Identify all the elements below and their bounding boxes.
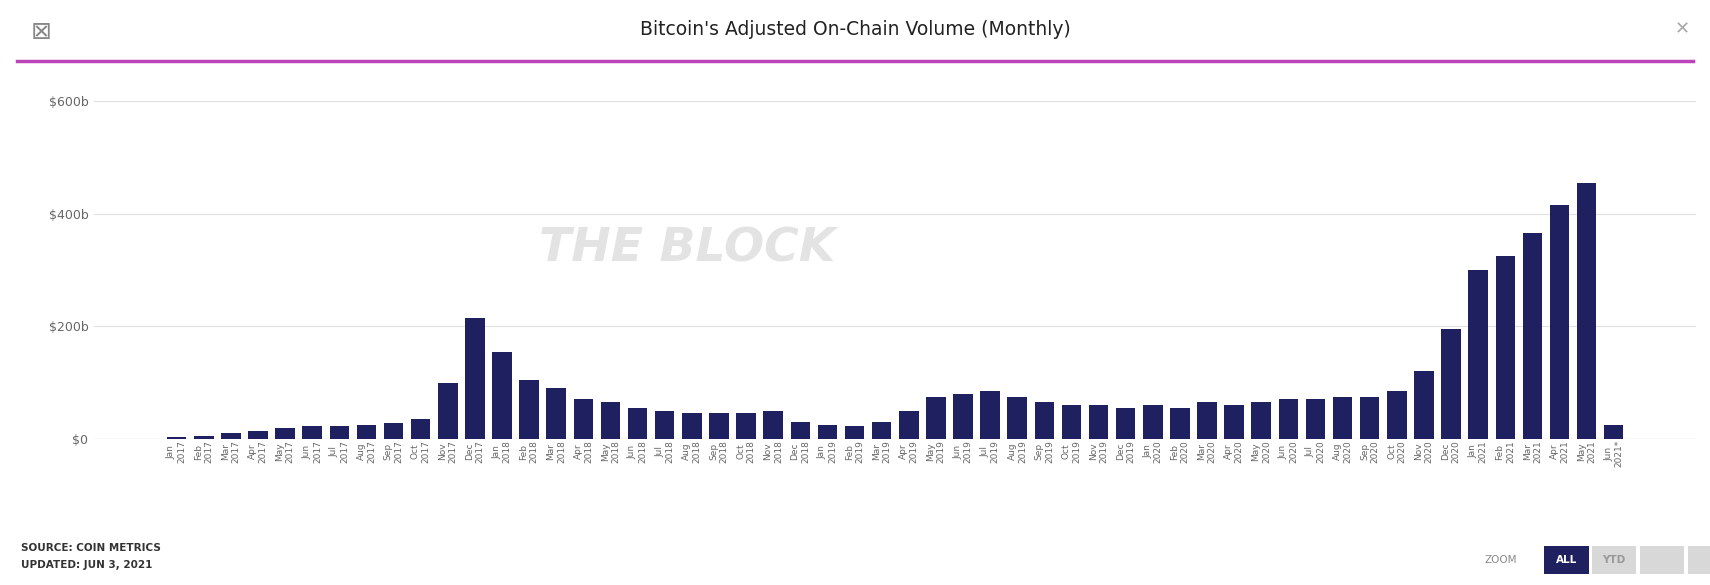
Bar (1224, 405, 1243, 439)
Bar (1414, 371, 1433, 439)
Bar (1117, 408, 1135, 439)
Bar (465, 318, 484, 439)
Bar (1387, 391, 1407, 439)
Bar (1332, 397, 1353, 439)
Bar (1279, 400, 1298, 439)
Bar (817, 425, 838, 439)
Text: ✕: ✕ (1674, 20, 1689, 39)
Text: SOURCE: COIN METRICS: SOURCE: COIN METRICS (21, 543, 161, 553)
Bar (1577, 183, 1597, 439)
Text: UPDATED: JUN 3, 2021: UPDATED: JUN 3, 2021 (21, 560, 152, 570)
Text: ZOOM: ZOOM (1484, 555, 1517, 566)
Bar (1306, 400, 1325, 439)
Bar (628, 408, 648, 439)
Text: YTD: YTD (1602, 555, 1626, 566)
Bar (737, 414, 756, 439)
Bar (710, 414, 728, 439)
Bar (1035, 402, 1053, 439)
Text: THE BLOCK: THE BLOCK (539, 226, 834, 271)
Bar (1522, 233, 1542, 439)
Text: ALL: ALL (1556, 555, 1577, 566)
Bar (655, 411, 674, 439)
Bar (168, 436, 186, 439)
Bar (438, 383, 458, 439)
Bar (221, 433, 241, 439)
Bar (1359, 397, 1380, 439)
Bar (383, 423, 404, 439)
Bar (952, 394, 973, 439)
Bar (1252, 402, 1271, 439)
Bar (357, 425, 376, 439)
Bar (492, 352, 511, 439)
Bar (1469, 270, 1488, 439)
Bar (573, 400, 593, 439)
Bar (330, 426, 349, 439)
Bar (1496, 256, 1515, 439)
Bar (1197, 402, 1218, 439)
Bar (790, 422, 811, 439)
Bar (980, 391, 1000, 439)
Bar (1604, 425, 1623, 439)
Bar (275, 428, 294, 439)
Bar (1549, 205, 1570, 439)
Text: Bitcoin's Adjusted On-Chain Volume (Monthly): Bitcoin's Adjusted On-Chain Volume (Mont… (640, 20, 1070, 39)
Bar (547, 388, 566, 439)
Bar (520, 380, 539, 439)
Bar (303, 426, 321, 439)
Bar (763, 411, 783, 439)
Text: ⊠: ⊠ (31, 20, 51, 44)
Bar (600, 402, 621, 439)
Bar (1089, 405, 1108, 439)
Bar (872, 422, 891, 439)
Bar (410, 419, 431, 439)
Bar (682, 414, 701, 439)
Bar (1170, 408, 1190, 439)
Bar (1142, 405, 1163, 439)
Bar (193, 436, 214, 439)
Bar (248, 432, 268, 439)
Bar (899, 411, 918, 439)
Bar (845, 426, 864, 439)
Bar (1442, 329, 1460, 439)
Bar (1007, 397, 1028, 439)
Bar (1062, 405, 1081, 439)
Bar (927, 397, 946, 439)
